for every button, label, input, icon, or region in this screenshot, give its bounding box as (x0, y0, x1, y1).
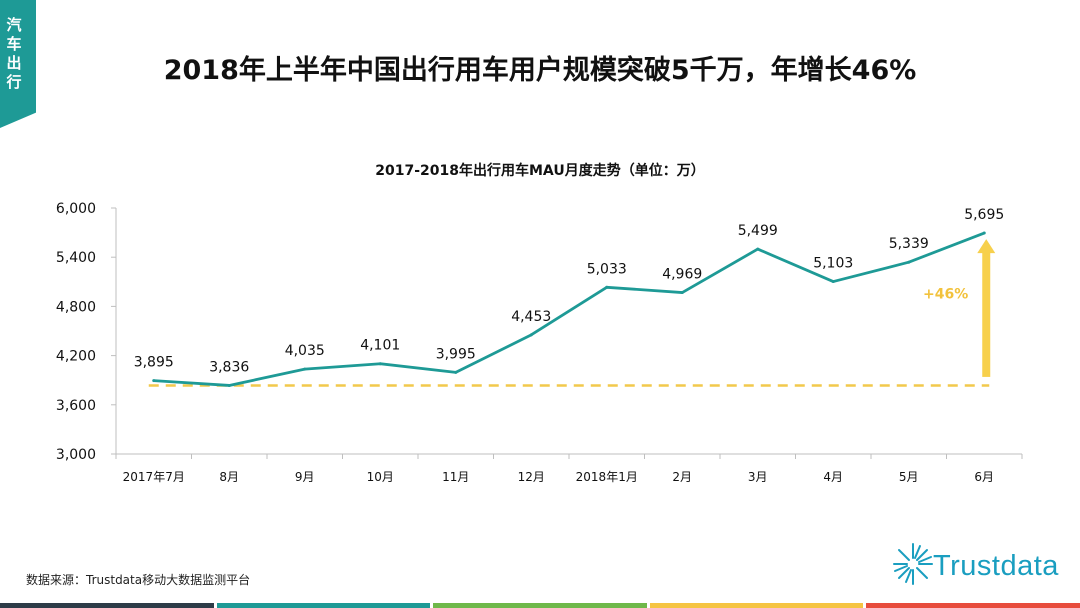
data-point (227, 383, 231, 387)
y-tick-label: 5,400 (56, 250, 96, 266)
sunburst-logo-icon (893, 543, 933, 585)
data-label: 3,895 (134, 355, 174, 371)
x-tick-label: 5月 (899, 470, 919, 484)
data-label: 5,339 (889, 236, 929, 252)
x-tick-label: 2018年1月 (576, 470, 638, 484)
logo-text: Trustdata (933, 550, 1059, 582)
trustdata-logo: Trustdata (893, 536, 1073, 592)
y-tick-label: 4,200 (56, 349, 96, 365)
x-tick-label: 8月 (219, 470, 239, 484)
data-point (605, 285, 609, 289)
category-tab-label: 汽车出行 (6, 16, 22, 91)
data-point (454, 370, 458, 374)
x-tick-label: 2月 (672, 470, 692, 484)
category-tab: 汽车出行 (0, 0, 36, 128)
footer-segment (866, 603, 1080, 608)
data-point (982, 231, 986, 235)
data-point (152, 379, 156, 383)
data-label: 3,995 (436, 346, 476, 362)
data-label: 5,499 (738, 223, 778, 239)
data-point (303, 367, 307, 371)
footer-segment (433, 603, 647, 608)
data-point (756, 247, 760, 251)
data-label: 3,836 (209, 359, 249, 375)
x-tick-label: 4月 (823, 470, 843, 484)
data-label: 4,101 (360, 338, 400, 354)
y-tick-label: 4,800 (56, 299, 96, 315)
growth-arrow-head-icon (977, 239, 996, 254)
page-title: 2018年上半年中国出行用车用户规模突破5千万，年增长46% (163, 55, 917, 86)
y-tick-label: 6,000 (56, 201, 96, 217)
data-point (378, 362, 382, 366)
footer-segment (216, 603, 431, 608)
data-label: 5,695 (964, 207, 1004, 223)
data-label: 4,969 (662, 267, 702, 283)
data-label: 4,035 (285, 343, 325, 359)
x-tick-label: 12月 (518, 470, 545, 484)
x-tick-label: 3月 (748, 470, 768, 484)
data-label: 5,033 (587, 261, 627, 277)
data-point (529, 333, 533, 337)
footer-color-bar (0, 603, 1080, 608)
data-label: 4,453 (511, 309, 551, 325)
y-tick-label: 3,600 (56, 398, 96, 414)
chart-title: 2017-2018年出行用车MAU月度走势（单位：万） (375, 163, 705, 179)
growth-arrow-shaft (982, 251, 991, 377)
data-source-note: 数据来源：Trustdata移动大数据监测平台 (26, 573, 251, 587)
data-label: 5,103 (813, 256, 853, 272)
x-tick-label: 9月 (295, 470, 315, 484)
x-tick-label: 11月 (442, 470, 469, 484)
mau-series-line (153, 231, 985, 387)
y-tick-label: 3,000 (56, 447, 96, 463)
x-tick-label: 10月 (367, 470, 394, 484)
growth-annotation: +46% (923, 286, 968, 302)
x-tick-label: 2017年7月 (123, 470, 185, 484)
footer-segment (649, 603, 864, 608)
data-point (907, 260, 911, 264)
footer-segment (0, 603, 214, 608)
data-point (680, 291, 684, 295)
data-point (831, 280, 835, 284)
x-tick-label: 6月 (974, 470, 994, 484)
